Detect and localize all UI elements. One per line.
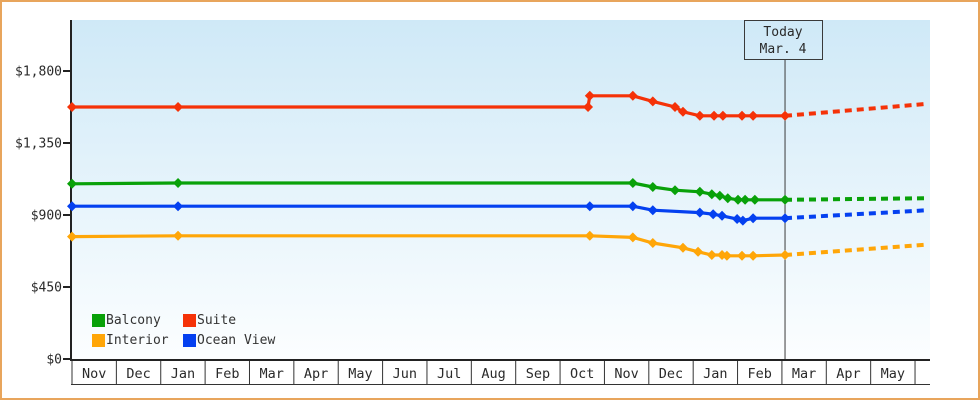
data-point — [677, 242, 688, 253]
legend-swatch-ocean-view — [183, 333, 196, 347]
month-label: Aug — [481, 366, 505, 382]
data-point — [647, 205, 658, 216]
month-label: Feb — [748, 366, 772, 382]
data-point — [740, 194, 751, 205]
data-point — [647, 182, 658, 192]
legend: Balcony Suite Interior Ocean View — [92, 312, 275, 348]
month-label: Nov — [614, 366, 638, 382]
today-box-date: Mar. 4 — [760, 42, 807, 57]
data-point — [627, 232, 638, 243]
month-label: Sep — [526, 366, 550, 382]
data-point — [749, 194, 760, 205]
month-label: Mar — [792, 366, 816, 382]
month-label: Jan — [171, 366, 195, 382]
data-point — [693, 246, 704, 257]
data-point — [736, 250, 747, 261]
series-ocean-view — [67, 201, 929, 226]
data-point — [780, 213, 791, 224]
data-point — [67, 201, 77, 212]
data-point — [717, 110, 728, 121]
data-point — [780, 194, 791, 205]
month-label: Dec — [659, 366, 683, 382]
legend-swatch-suite — [183, 313, 196, 327]
data-point — [627, 178, 638, 188]
data-point — [717, 210, 728, 221]
data-point — [748, 213, 759, 224]
data-point — [694, 110, 705, 121]
y-axis-label: $1,350 — [15, 137, 62, 152]
y-axis — [70, 20, 72, 360]
data-point — [736, 110, 747, 121]
legend-swatch-balcony — [92, 313, 105, 327]
data-point — [583, 102, 594, 112]
data-point — [67, 102, 77, 112]
legend-label-ocean-view: Ocean View — [197, 332, 276, 348]
data-point — [709, 110, 720, 121]
legend-item-interior: Interior — [92, 332, 183, 348]
month-label: Apr — [304, 366, 328, 382]
month-label: Dec — [126, 366, 150, 382]
month-label: Mar — [259, 366, 283, 382]
series-interior — [67, 230, 929, 261]
month-label: Nov — [82, 366, 106, 382]
data-point — [780, 250, 791, 260]
data-point — [669, 185, 680, 196]
data-point — [584, 90, 595, 101]
data-point — [780, 110, 791, 121]
series-suite — [67, 90, 929, 121]
data-point — [584, 230, 595, 241]
month-label: Oct — [570, 366, 594, 382]
today-box-border — [744, 20, 823, 60]
legend-item-balcony: Balcony — [92, 312, 183, 328]
plot-area — [72, 20, 930, 360]
y-axis-label: $0 — [46, 353, 62, 368]
data-point — [627, 201, 638, 212]
data-point — [647, 96, 658, 107]
series-balcony — [67, 178, 928, 205]
data-point — [67, 231, 77, 242]
today-annotation-box: Today Mar. 4 — [744, 20, 823, 60]
y-axis-label: $900 — [31, 209, 62, 224]
legend-label-balcony: Balcony — [106, 312, 161, 328]
month-label: May — [348, 366, 372, 382]
data-point — [737, 215, 748, 226]
legend-item-suite: Suite — [183, 312, 275, 328]
data-point — [669, 102, 680, 112]
data-point — [721, 250, 732, 261]
data-point — [173, 178, 184, 188]
today-box-label: Today — [763, 25, 802, 40]
data-point — [173, 102, 184, 112]
data-point — [706, 189, 717, 200]
month-label: Jan — [703, 366, 727, 382]
month-label: Jul — [437, 366, 461, 382]
data-point — [627, 90, 638, 101]
legend-item-ocean-view: Ocean View — [183, 332, 275, 348]
data-point — [748, 110, 759, 121]
data-point — [677, 106, 688, 117]
data-point — [706, 250, 717, 260]
data-point — [173, 201, 184, 212]
data-point — [748, 250, 759, 261]
data-point — [647, 238, 658, 248]
month-label: Feb — [215, 366, 239, 382]
data-point — [694, 207, 705, 218]
legend-label-suite: Suite — [197, 312, 237, 328]
data-point — [67, 178, 77, 189]
data-point — [708, 209, 719, 220]
legend-swatch-interior — [92, 333, 105, 347]
y-axis-label: $450 — [31, 281, 62, 296]
data-point — [722, 193, 733, 204]
data-point — [714, 190, 725, 201]
legend-label-interior: Interior — [106, 332, 169, 348]
y-axis-label: $1,800 — [15, 65, 62, 80]
data-point — [584, 201, 595, 212]
month-label: Jun — [393, 366, 417, 382]
month-label: Apr — [836, 366, 860, 382]
month-label: May — [881, 366, 905, 382]
data-point — [173, 230, 184, 241]
data-point — [732, 194, 743, 205]
data-point — [694, 186, 705, 197]
